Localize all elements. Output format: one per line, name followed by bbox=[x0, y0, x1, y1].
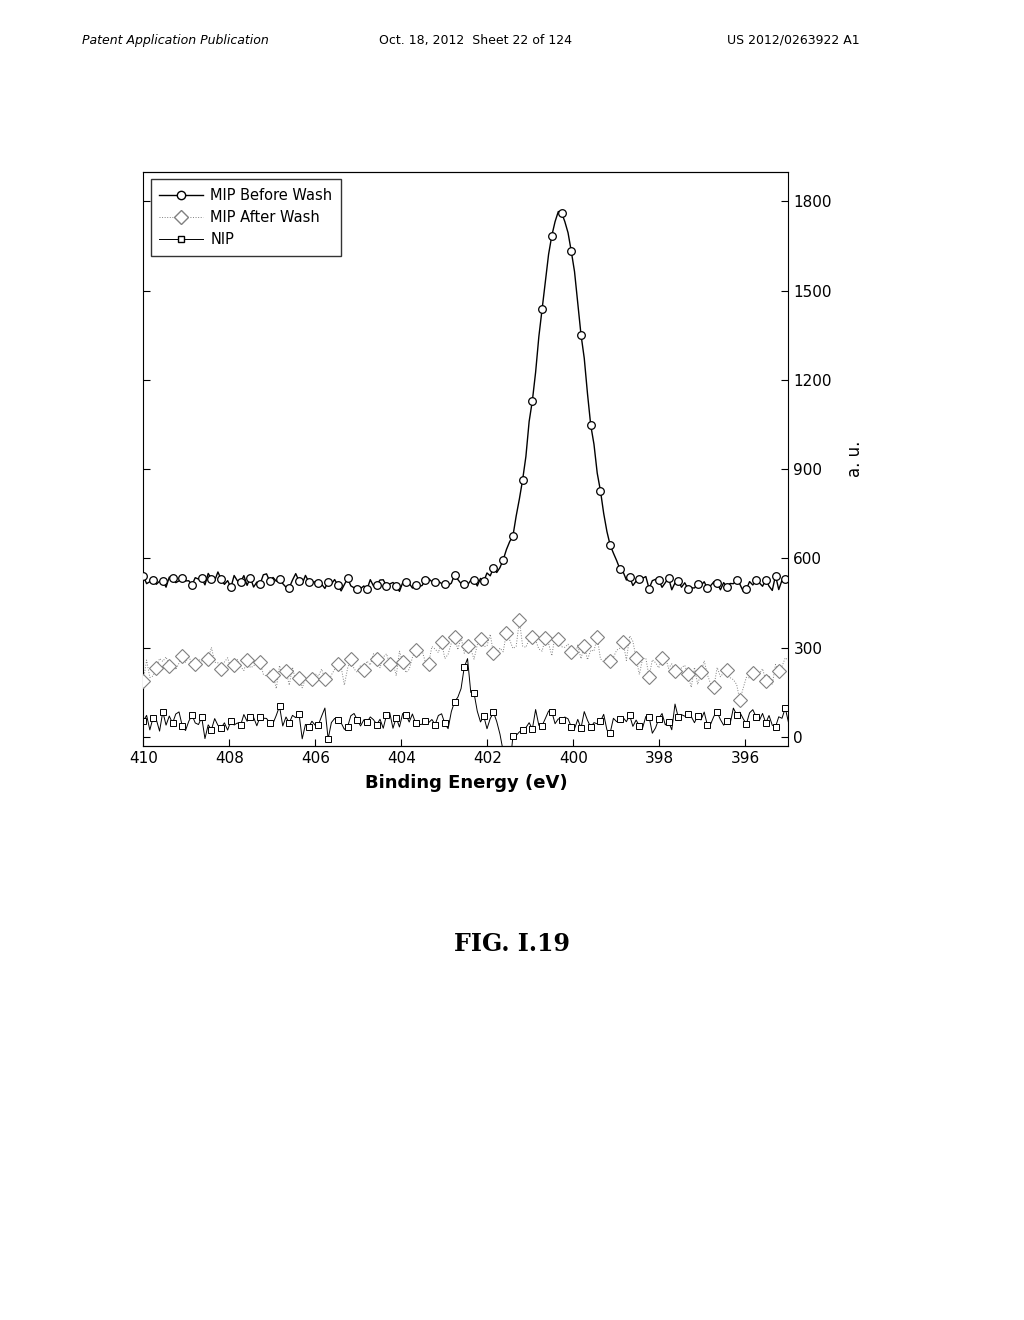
Text: FIG. I.19: FIG. I.19 bbox=[454, 932, 570, 956]
Y-axis label: a. u.: a. u. bbox=[846, 441, 863, 477]
X-axis label: Binding Energy (eV): Binding Energy (eV) bbox=[365, 774, 567, 792]
Legend: MIP Before Wash, MIP After Wash, NIP: MIP Before Wash, MIP After Wash, NIP bbox=[151, 180, 341, 256]
Text: Patent Application Publication: Patent Application Publication bbox=[82, 33, 268, 46]
Text: Oct. 18, 2012  Sheet 22 of 124: Oct. 18, 2012 Sheet 22 of 124 bbox=[379, 33, 571, 46]
Text: US 2012/0263922 A1: US 2012/0263922 A1 bbox=[727, 33, 860, 46]
